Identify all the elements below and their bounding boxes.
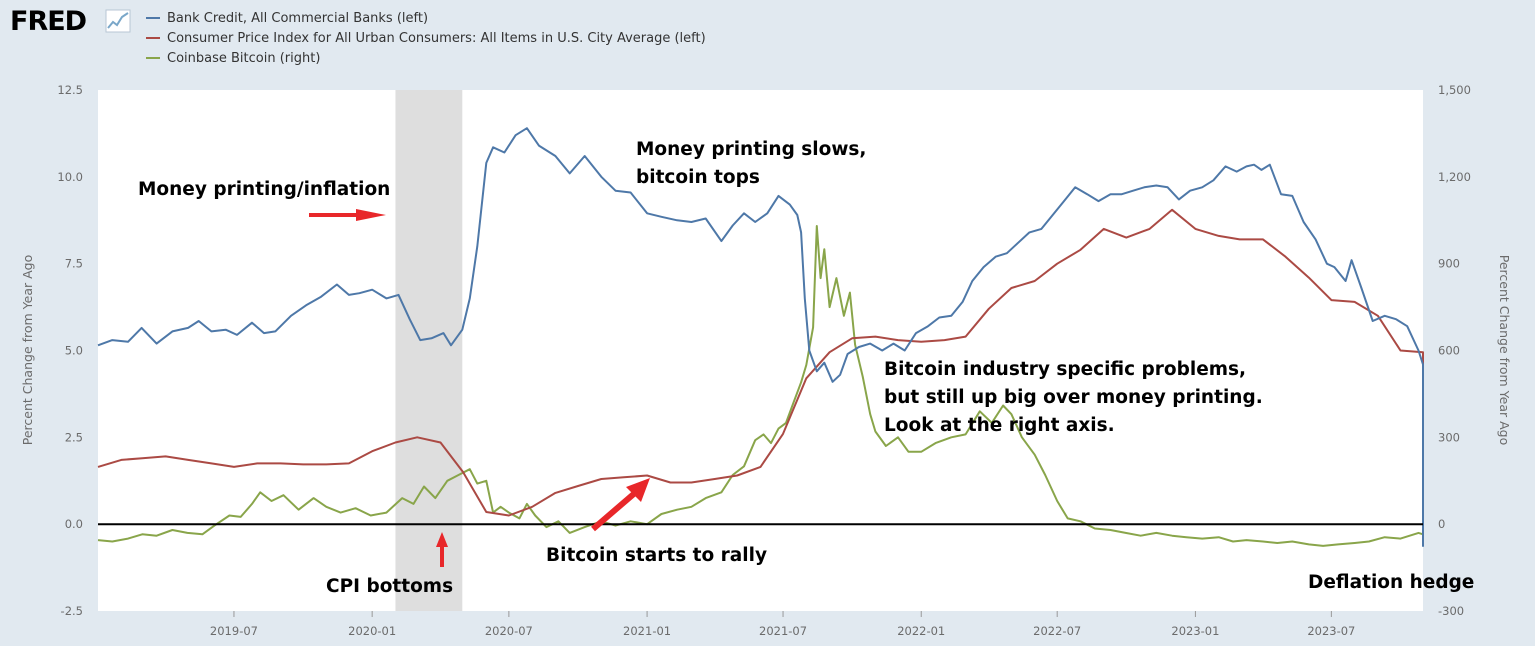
- arrow-diagonal-icon: [591, 478, 650, 532]
- y-tick-left-label: -2.5: [61, 604, 83, 618]
- arrow-right-icon: [309, 209, 386, 221]
- annotation-industry-line2: but still up big over money printing.: [884, 387, 1263, 408]
- series-layer: [97, 127, 1424, 547]
- x-tick-label: 2022-07: [1033, 624, 1081, 638]
- series-cpi-line: [97, 208, 1424, 517]
- y-tick-right-label: 1,200: [1438, 170, 1471, 184]
- legend-label: Coinbase Bitcoin (right): [167, 50, 321, 66]
- y-tick-left-label: 2.5: [65, 430, 83, 444]
- recession-layer: [395, 90, 463, 611]
- legend-item-bank-credit[interactable]: Bank Credit, All Commercial Banks (left): [146, 8, 706, 28]
- y-tick-right-label: 300: [1438, 430, 1460, 444]
- x-tick-label: 2020-01: [348, 624, 396, 638]
- series-bitcoin-line: [97, 225, 1424, 547]
- annotation-rally: Bitcoin starts to rally: [546, 545, 767, 566]
- y-tick-left-label: 12.5: [57, 83, 83, 97]
- y-tick-left-label: 7.5: [65, 257, 83, 271]
- annotation-industry-line3: Look at the right axis.: [884, 415, 1115, 436]
- legend: Bank Credit, All Commercial Banks (left)…: [146, 8, 706, 68]
- annotation-slows-line2: bitcoin tops: [636, 167, 760, 188]
- legend-label: Bank Credit, All Commercial Banks (left): [167, 10, 429, 26]
- x-tick-label: 2023-07: [1307, 624, 1355, 638]
- y-axis-left-title: Percent Change from Year Ago: [20, 255, 35, 445]
- x-tick-label: 2022-01: [897, 624, 945, 638]
- annotation-money-printing: Money printing/inflation: [138, 179, 390, 200]
- x-tick-label: 2023-01: [1171, 624, 1219, 638]
- fred-logo-graphic: FRED: [10, 6, 131, 37]
- legend-item-cpi[interactable]: Consumer Price Index for All Urban Consu…: [146, 28, 706, 48]
- legend-swatch-icon: [146, 57, 160, 59]
- y-tick-right-label: -300: [1438, 604, 1464, 618]
- y-tick-right-label: 1,500: [1438, 83, 1471, 97]
- x-tick-label: 2020-07: [485, 624, 533, 638]
- legend-label: Consumer Price Index for All Urban Consu…: [167, 30, 706, 46]
- y-axis-left: -2.5 0.0 2.5 5.0 7.5 10.0 12.5: [57, 83, 83, 618]
- legend-swatch-icon: [146, 37, 160, 39]
- legend-swatch-icon: [146, 17, 160, 19]
- arrow-up-icon: [436, 532, 448, 567]
- annotation-slows-line1: Money printing slows,: [636, 139, 866, 160]
- y-tick-left-label: 10.0: [57, 170, 83, 184]
- x-tick-label: 2021-07: [759, 624, 807, 638]
- x-tick-label: 2019-07: [210, 624, 258, 638]
- y-tick-right-label: 600: [1438, 344, 1460, 358]
- x-tick-label: 2021-01: [623, 624, 671, 638]
- annotation-industry-line1: Bitcoin industry specific problems,: [884, 359, 1246, 380]
- series-bank-credit-line: [97, 127, 1424, 547]
- x-axis: 2019-07 2020-01 2020-07 2021-01 2021-07 2022-…: [210, 611, 1355, 638]
- logo-trend-icon: [107, 12, 129, 29]
- y-axis-right: -300 0 300 600 900 1,200 1,500: [1438, 83, 1471, 618]
- annotation-deflation: Deflation hedge: [1308, 572, 1474, 593]
- fred-logo-text: FRED: [10, 6, 86, 37]
- y-axis-right-title: Percent Change from Year Ago: [1497, 255, 1512, 445]
- annotation-cpi-bottoms: CPI bottoms: [326, 576, 453, 597]
- recession-shading: [395, 90, 463, 611]
- y-tick-right-label: 900: [1438, 257, 1460, 271]
- legend-item-bitcoin[interactable]: Coinbase Bitcoin (right): [146, 48, 706, 68]
- y-tick-right-label: 0: [1438, 517, 1445, 531]
- y-tick-left-label: 0.0: [65, 517, 83, 531]
- annotations: Money printing/inflation Money printing …: [138, 139, 1474, 597]
- y-tick-left-label: 5.0: [65, 344, 83, 358]
